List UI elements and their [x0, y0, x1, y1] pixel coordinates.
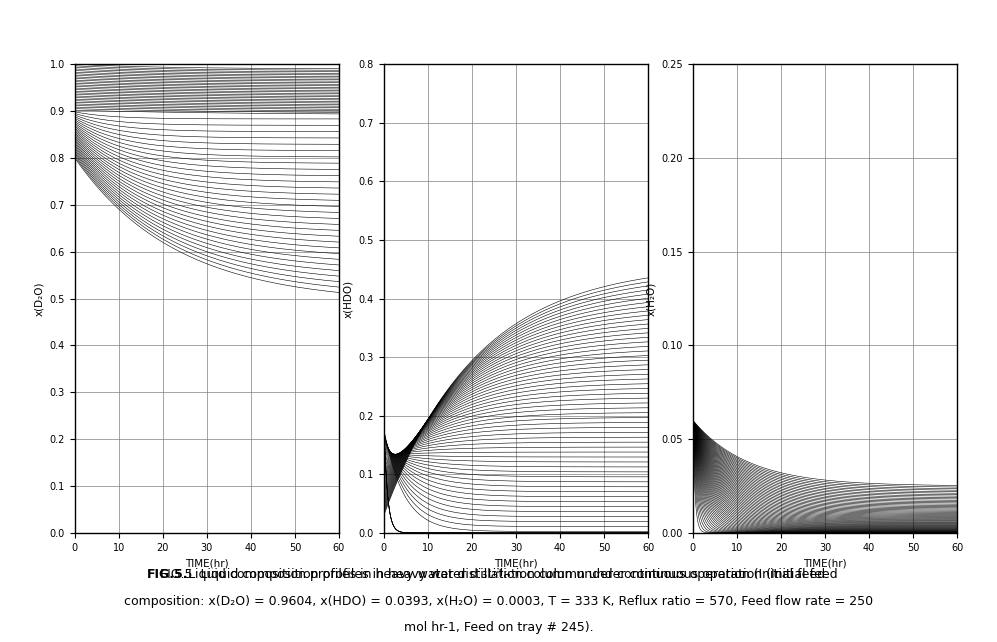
Text: Liquid composition profiles in heavy water distillation column under continuous : Liquid composition profiles in heavy wat… — [184, 568, 826, 581]
Text: FIG.5. Liquid composition profiles in heavy water distillation column under cont: FIG.5. Liquid composition profiles in he… — [160, 568, 837, 581]
X-axis label: TIME(hr): TIME(hr) — [495, 558, 537, 568]
Y-axis label: x(D₂O): x(D₂O) — [34, 281, 44, 316]
X-axis label: TIME(hr): TIME(hr) — [804, 558, 846, 568]
Y-axis label: x(HDO): x(HDO) — [343, 279, 353, 318]
Text: FIG.5.: FIG.5. — [147, 568, 188, 581]
X-axis label: TIME(hr): TIME(hr) — [185, 558, 228, 568]
Text: FIG.5.: FIG.5. — [478, 568, 519, 581]
Text: mol hr-1, Feed on tray # 245).: mol hr-1, Feed on tray # 245). — [404, 621, 593, 634]
Y-axis label: x(H₂O): x(H₂O) — [646, 281, 656, 316]
Text: composition: x(D₂O) = 0.9604, x(HDO) = 0.0393, x(H₂O) = 0.0003, T = 333 K, Reflu: composition: x(D₂O) = 0.9604, x(HDO) = 0… — [124, 595, 873, 608]
